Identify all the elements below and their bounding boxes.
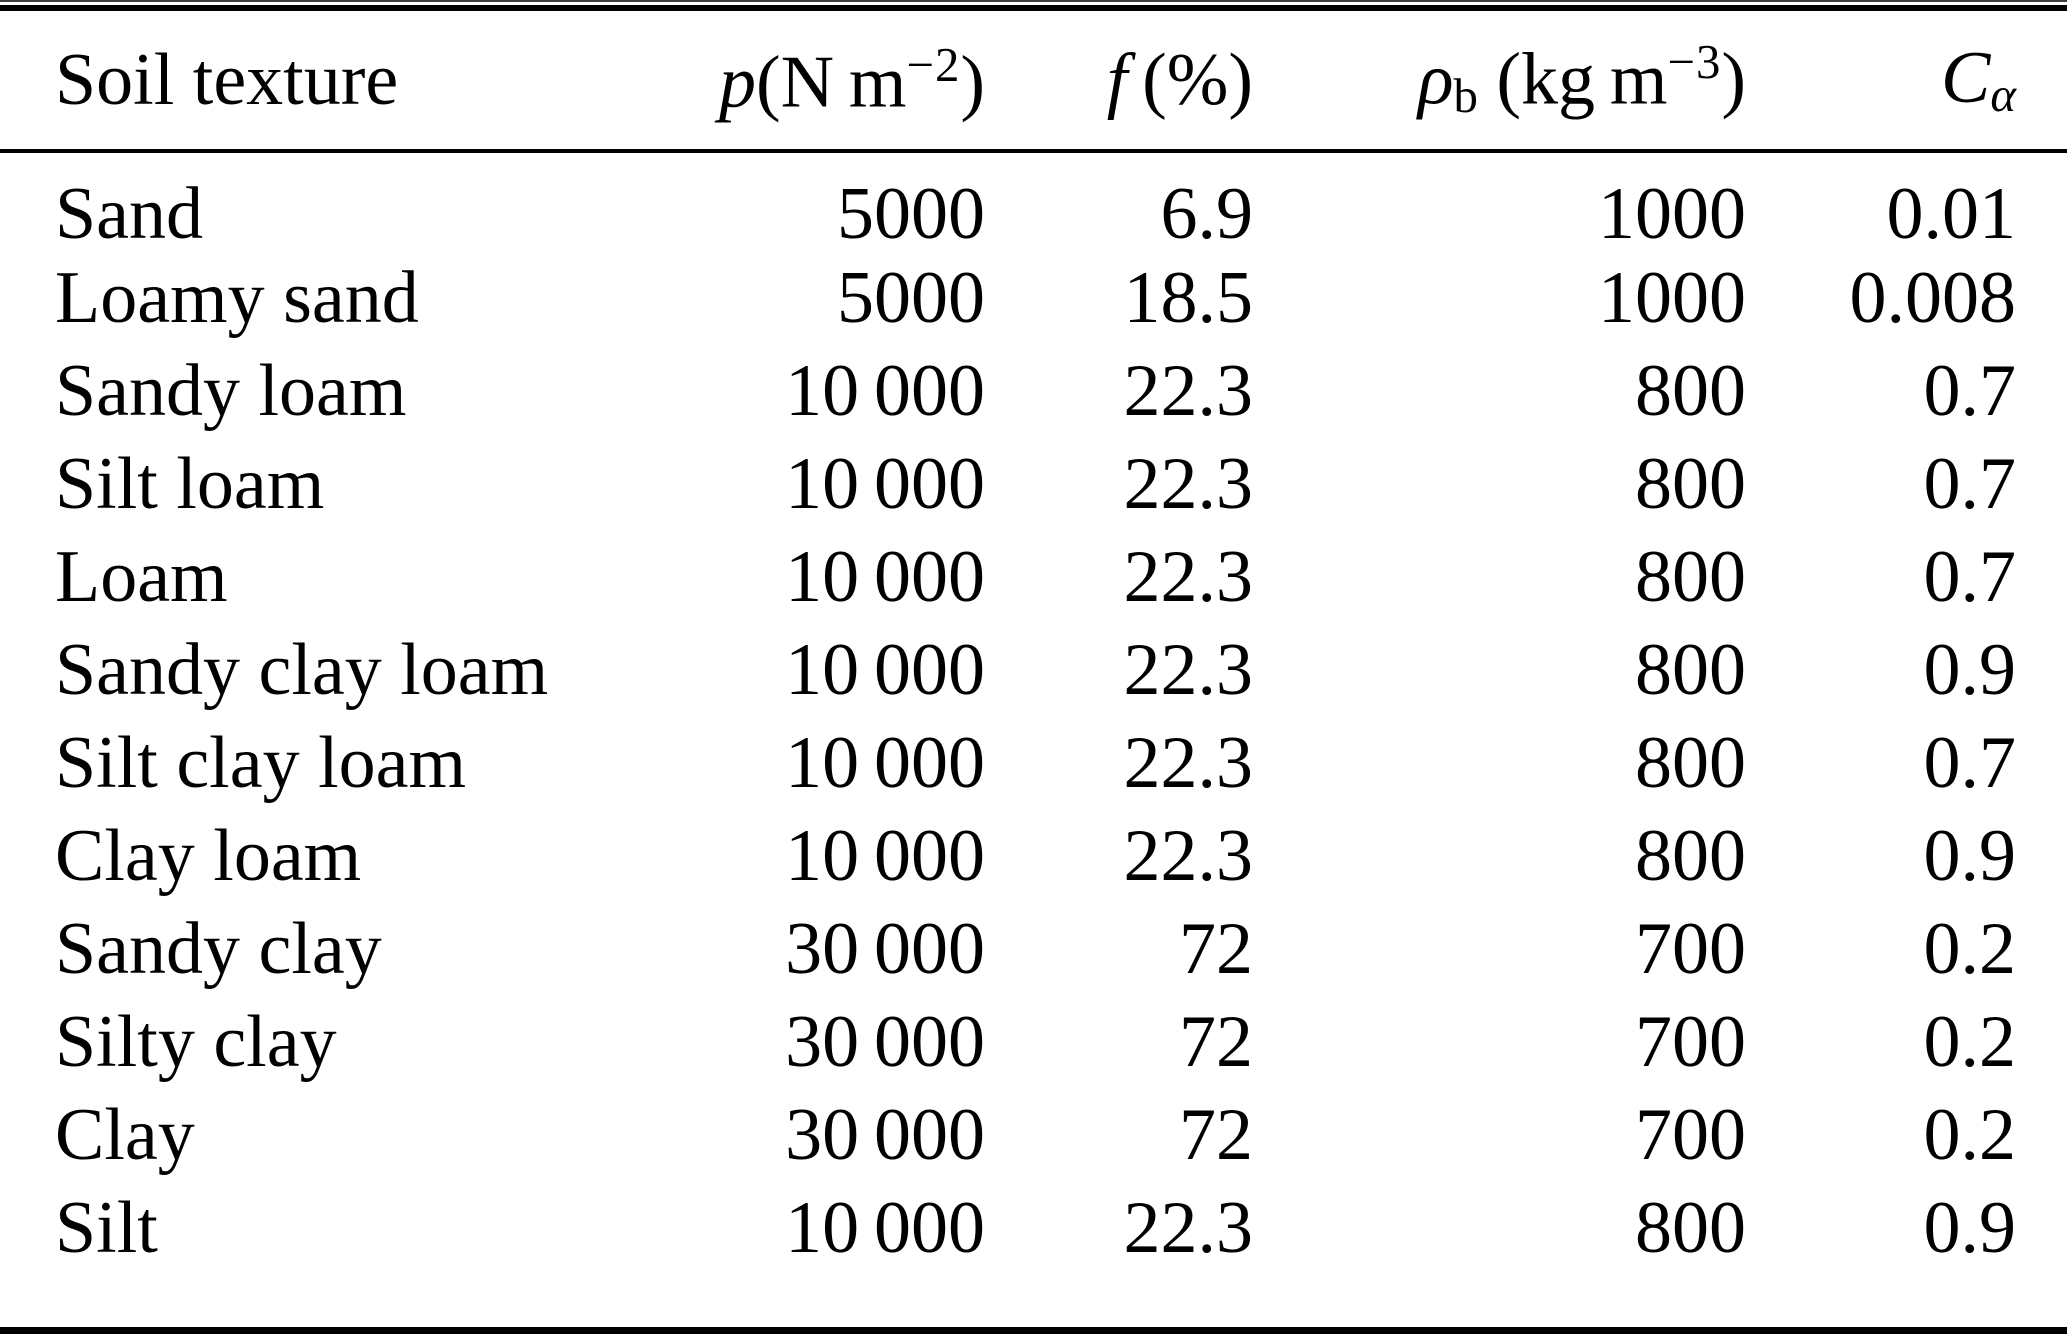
cell-c: 0.7 <box>1923 721 2017 804</box>
cell-f: 18.5 <box>1123 256 1254 339</box>
cell-rho: 800 <box>1635 535 1746 618</box>
math-var-rho: ρ <box>1417 38 1454 121</box>
cell-c: 0.9 <box>1923 628 2017 711</box>
cell-rho: 800 <box>1635 442 1746 525</box>
cell-p: 10 000 <box>785 349 985 432</box>
cell-texture: Sandy loam <box>55 349 407 432</box>
cell-p: 10 000 <box>785 814 985 897</box>
cell-texture: Sand <box>55 173 203 255</box>
soil-parameters-table: Soil texture p(N m−2) f (%) ρb (kg m−3) … <box>0 11 2067 1274</box>
table-row-clay-loam: Clay loam 10 000 22.3 800 0.9 <box>0 809 2067 902</box>
cell-rho: 800 <box>1635 721 1746 804</box>
cell-rho: 800 <box>1635 1186 1746 1269</box>
column-header-rho-b: ρb (kg m−3) <box>1253 11 1746 153</box>
cell-c: 0.7 <box>1923 349 2017 432</box>
cell-c: 0.008 <box>1849 256 2017 339</box>
table-row-loam: Loam 10 000 22.3 800 0.7 <box>0 530 2067 623</box>
cell-c: 0.2 <box>1923 907 2017 990</box>
cell-f: 72 <box>1179 1000 1253 1083</box>
cell-f: 72 <box>1179 907 1253 990</box>
cell-f: 22.3 <box>1123 349 1254 432</box>
cell-c: 0.9 <box>1923 814 2017 897</box>
cell-p: 10 000 <box>785 721 985 804</box>
math-var-c: C <box>1941 36 1991 119</box>
cell-p: 30 000 <box>785 907 985 990</box>
cell-f: 22.3 <box>1123 535 1254 618</box>
exponent: −2 <box>906 36 961 92</box>
cell-rho: 800 <box>1635 628 1746 711</box>
table-row-sandy-clay: Sandy clay 30 000 72 700 0.2 <box>0 902 2067 995</box>
cell-c: 0.7 <box>1923 442 2017 525</box>
cell-f: 72 <box>1179 1093 1253 1176</box>
cell-f: 6.9 <box>1160 173 1254 255</box>
table-row-loamy-sand: Loamy sand 5000 18.5 1000 0.008 <box>0 251 2067 344</box>
unit-text: (kg m <box>1477 38 1668 121</box>
cell-texture: Clay <box>55 1093 195 1176</box>
table-row-sandy-loam: Sandy loam 10 000 22.3 800 0.7 <box>0 344 2067 437</box>
cell-p: 5000 <box>837 256 985 339</box>
table-row-clay: Clay 30 000 72 700 0.2 <box>0 1088 2067 1181</box>
cell-p: 5000 <box>837 173 985 255</box>
subscript-b: b <box>1453 68 1478 124</box>
cell-rho: 700 <box>1635 1093 1746 1176</box>
table-row-silt: Silt 10 000 22.3 800 0.9 <box>0 1181 2067 1274</box>
unit-text: (N m <box>755 41 907 124</box>
cell-p: 30 000 <box>785 1093 985 1176</box>
cell-rho: 1000 <box>1598 256 1746 339</box>
table-row-silt-loam: Silt loam 10 000 22.3 800 0.7 <box>0 437 2067 530</box>
column-header-p: p(N m−2) <box>640 11 985 153</box>
table-row-sandy-clay-loam: Sandy clay loam 10 000 22.3 800 0.9 <box>0 623 2067 716</box>
top-rule-gap <box>0 2 2067 5</box>
bottom-rule <box>0 1327 2067 1334</box>
cell-f: 22.3 <box>1123 1186 1254 1269</box>
unit-text: ) <box>960 41 985 124</box>
cell-p: 10 000 <box>785 535 985 618</box>
cell-texture: Silty clay <box>55 1000 337 1083</box>
cell-rho: 700 <box>1635 1000 1746 1083</box>
cell-p: 30 000 <box>785 1000 985 1083</box>
exponent: −3 <box>1667 34 1722 90</box>
cell-texture: Clay loam <box>55 814 362 897</box>
cell-f: 22.3 <box>1123 442 1254 525</box>
cell-texture: Silt clay loam <box>55 721 467 804</box>
table-row-silt-clay-loam: Silt clay loam 10 000 22.3 800 0.7 <box>0 716 2067 809</box>
cell-texture: Sandy clay loam <box>55 628 549 711</box>
cell-rho: 800 <box>1635 814 1746 897</box>
cell-c: 0.2 <box>1923 1000 2017 1083</box>
math-var-p: p <box>718 41 756 124</box>
cell-p: 10 000 <box>785 1186 985 1269</box>
cell-c: 0.9 <box>1923 1186 2017 1269</box>
cell-f: 22.3 <box>1123 814 1254 897</box>
table-row-sand: Sand 5000 6.9 1000 0.01 <box>0 151 2067 251</box>
cell-p: 10 000 <box>785 442 985 525</box>
cell-c: 0.2 <box>1923 1093 2017 1176</box>
column-header-f: f (%) <box>985 11 1253 153</box>
cell-texture: Loam <box>55 535 228 618</box>
header-row: Soil texture p(N m−2) f (%) ρb (kg m−3) … <box>0 11 2067 153</box>
cell-f: 22.3 <box>1123 628 1254 711</box>
column-header-c-alpha: Cα <box>1746 11 2067 153</box>
top-outer-rule <box>0 0 2067 2</box>
cell-p: 10 000 <box>785 628 985 711</box>
cell-texture: Sandy clay <box>55 907 382 990</box>
cell-texture: Loamy sand <box>55 256 419 339</box>
table-body: Sand 5000 6.9 1000 0.01 Loamy sand 5000 18.5 100… <box>0 151 2067 1274</box>
cell-c: 0.01 <box>1886 173 2017 255</box>
table-row-silty-clay: Silty clay 30 000 72 700 0.2 <box>0 995 2067 1088</box>
cell-c: 0.7 <box>1923 535 2017 618</box>
cell-f: 22.3 <box>1123 721 1254 804</box>
cell-rho: 800 <box>1635 349 1746 432</box>
unit-text: (%) <box>1127 39 1253 121</box>
subscript-alpha: α <box>1990 66 2016 122</box>
unit-text: ) <box>1721 38 1746 121</box>
cell-texture: Silt loam <box>55 442 325 525</box>
math-var-f: f <box>1106 39 1128 121</box>
column-header-soil-texture: Soil texture <box>0 11 640 153</box>
cell-texture: Silt <box>55 1186 158 1269</box>
cell-rho: 1000 <box>1598 173 1746 255</box>
top-rule <box>0 5 2067 11</box>
cell-rho: 700 <box>1635 907 1746 990</box>
